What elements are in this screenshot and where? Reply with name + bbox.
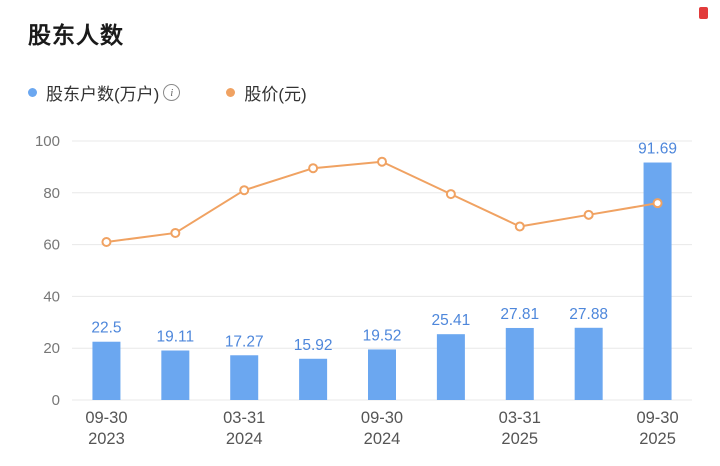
x-tick-label: 2024: [226, 430, 263, 448]
bar[interactable]: [299, 358, 328, 400]
x-tick-label: 09-30: [85, 409, 127, 427]
bar-value-label: 15.92: [294, 337, 333, 354]
bar[interactable]: [643, 162, 672, 400]
y-tick-label: 0: [52, 392, 60, 409]
price-point[interactable]: [308, 163, 319, 174]
x-tick-label: 09-30: [361, 409, 403, 427]
bar-value-label: 91.69: [638, 141, 677, 158]
page-title: 股东人数: [28, 22, 124, 48]
x-tick-label: 09-30: [636, 409, 678, 427]
x-tick-label: 03-31: [223, 409, 265, 427]
bar-value-label: 27.88: [569, 306, 608, 323]
legend-item-stock-price[interactable]: 股价(元): [226, 80, 307, 105]
price-point[interactable]: [652, 198, 663, 209]
y-tick-label: 100: [35, 133, 60, 150]
price-point[interactable]: [583, 209, 594, 220]
x-tick-label: 2025: [501, 430, 538, 448]
price-point[interactable]: [239, 185, 250, 196]
price-point[interactable]: [377, 156, 387, 167]
bar-value-label: 19.11: [157, 329, 195, 346]
legend-label-shareholders: 股东户数(万户): [46, 85, 160, 104]
price-point[interactable]: [101, 237, 112, 248]
legend-label-price: 股价(元): [244, 85, 307, 104]
x-tick-label: 2023: [88, 430, 125, 448]
bar-value-label: 25.41: [431, 312, 470, 329]
bar[interactable]: [230, 355, 259, 400]
price-point[interactable]: [514, 221, 525, 232]
bar-value-label: 22.5: [91, 320, 121, 337]
info-icon[interactable]: i: [163, 84, 181, 101]
bar-value-label: 27.81: [500, 306, 539, 323]
bar[interactable]: [436, 334, 465, 400]
x-tick-label: 2025: [639, 430, 676, 448]
price-line: [106, 160, 658, 244]
legend: 股东户数(万户) i 股价(元): [28, 80, 307, 105]
y-tick-label: 60: [43, 237, 60, 254]
bar[interactable]: [505, 327, 534, 400]
x-tick-label: 03-31: [499, 409, 541, 427]
bar[interactable]: [368, 349, 396, 400]
x-tick-label: 2024: [364, 430, 401, 448]
legend-dot-price-icon: [226, 88, 236, 97]
bar-value-label: 19.52: [363, 327, 402, 344]
bar[interactable]: [574, 327, 603, 400]
bar[interactable]: [161, 350, 190, 400]
y-tick-label: 40: [43, 288, 60, 305]
price-point[interactable]: [170, 227, 181, 238]
price-point[interactable]: [445, 189, 456, 200]
red-corner-icon: [699, 7, 708, 19]
y-tick-label: 20: [43, 340, 60, 357]
bar-value-label: 17.27: [225, 333, 264, 350]
y-tick-label: 80: [43, 185, 60, 202]
legend-dot-shareholders-icon: [28, 88, 37, 97]
legend-item-shareholder-count[interactable]: 股东户数(万户) i: [28, 80, 181, 105]
bar[interactable]: [92, 341, 121, 400]
